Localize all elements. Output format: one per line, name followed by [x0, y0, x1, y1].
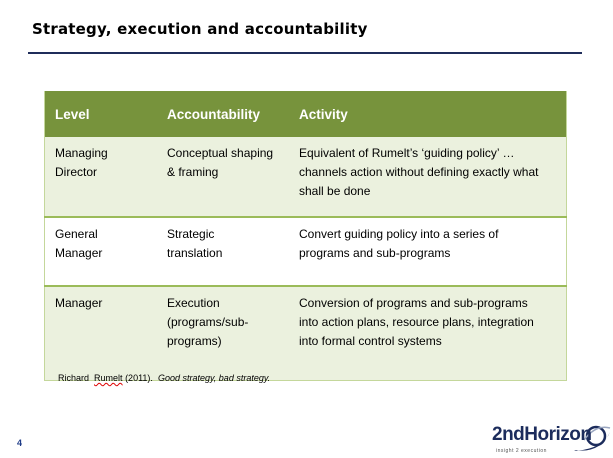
page-number: 4: [17, 438, 23, 448]
cell-accountability: Conceptual shaping & framing: [157, 137, 289, 218]
cell-activity: Equivalent of Rumelt’s ‘guiding policy’ …: [289, 137, 567, 218]
cell-line: programs): [167, 334, 222, 348]
logo-tagline: insight 2 execution: [496, 448, 547, 454]
header-accountability: Accountability: [157, 91, 289, 137]
citation-author-last: Rumelt: [94, 373, 123, 383]
cell-line: Convert guiding policy into a series of: [299, 227, 499, 241]
cell-line: (programs/sub-: [167, 315, 249, 329]
title-divider: [28, 52, 582, 54]
citation-author-first: Richard: [58, 373, 90, 383]
cell-line: Execution: [167, 296, 220, 310]
company-logo: 2ndHorizon insight 2 execution: [492, 420, 612, 458]
logo-swoosh-icon: [574, 425, 611, 451]
cell-line: shall be done: [299, 184, 371, 198]
table-row: Managing Director Conceptual shaping & f…: [44, 137, 567, 218]
accountability-table: Level Accountability Activity Managing D…: [44, 91, 567, 381]
cell-line: translation: [167, 246, 223, 260]
cell-line: Manager: [55, 296, 103, 310]
cell-line: channels action without defining exactly…: [299, 165, 539, 179]
cell-line: into action plans, resource plans, integ…: [299, 315, 534, 329]
cell-accountability: Execution (programs/sub- programs): [157, 286, 289, 381]
cell-line: Strategic: [167, 227, 215, 241]
header-level: Level: [44, 91, 157, 137]
cell-accountability: Strategic translation: [157, 217, 289, 287]
cell-line: into formal control systems: [299, 334, 442, 348]
cell-line: Equivalent of Rumelt’s ‘guiding policy’ …: [299, 146, 515, 160]
citation-year: (2011).: [125, 373, 153, 383]
cell-line: General: [55, 227, 98, 241]
cell-line: Manager: [55, 246, 103, 260]
cell-line: Managing: [55, 146, 108, 160]
cell-level: Manager: [44, 286, 157, 381]
citation-work: Good strategy, bad strategy.: [157, 373, 271, 383]
table-row: Manager Execution (programs/sub- program…: [44, 286, 567, 381]
citation: Richard Rumelt (2011). Good strategy, ba…: [58, 373, 270, 383]
logo-text: 2ndHorizon: [492, 424, 592, 445]
cell-line: & framing: [167, 165, 219, 179]
header-activity: Activity: [289, 91, 567, 137]
cell-level: Managing Director: [44, 137, 157, 218]
cell-activity: Conversion of programs and sub-programs …: [289, 286, 567, 381]
table-header-row: Level Accountability Activity: [44, 91, 567, 137]
cell-line: Conceptual shaping: [167, 146, 274, 160]
table-row: General Manager Strategic translation Co…: [44, 217, 567, 287]
cell-line: Director: [55, 165, 98, 179]
cell-line: Conversion of programs and sub-programs: [299, 296, 528, 310]
cell-activity: Convert guiding policy into a series of …: [289, 217, 567, 287]
cell-line: programs and sub-programs: [299, 246, 451, 260]
cell-level: General Manager: [44, 217, 157, 287]
slide-title: Strategy, execution and accountability: [32, 20, 368, 38]
